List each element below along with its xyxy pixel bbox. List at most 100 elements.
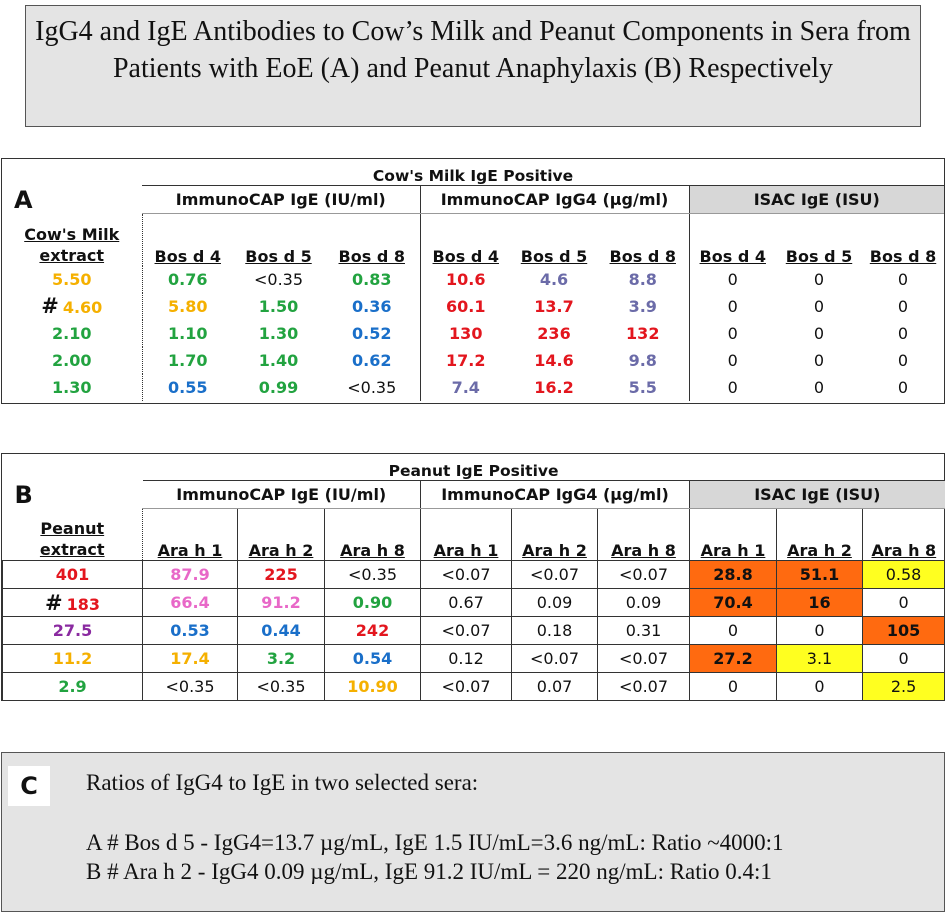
panel-a-cell-value: 8.8 [628,269,657,289]
panel-a-cell-value: 0.52 [352,323,392,343]
panel-a-value-cell: <0.35 [233,266,324,293]
panel-a-cell-value: 0 [813,323,825,343]
panel-b-cell-value: 0 [814,677,825,696]
panel-b-cell-value: 0 [727,621,739,640]
panel-a-value-cell: <0.35 [324,374,420,401]
panel-a-value-cell: 0.55 [141,373,233,401]
panel-a-row: 1.30 0.55 0.99 <0.35 7.4 16.2 5.5 0 0 0 [2,373,944,401]
panel-a-cell-value: 13.7 [534,296,574,316]
panel-a-cell-value: 0 [727,323,738,343]
panel-a-col-header: Bos d 8 [869,246,937,266]
panel-b-value-cell: 0.90 [324,588,421,617]
panel-a-value-cell: 0 [688,346,776,374]
panel-b-cell-value: <0.35 [347,565,398,584]
panel-b-value-cell: 0.58 [861,560,946,589]
panel-b-value-cell: 0.12 [420,644,512,673]
panel-a-cell-value: 0 [897,269,909,289]
panel-a-value-cell: 0 [862,266,944,293]
panel-b-cell-value: 105 [886,621,921,640]
panel-a-cell-value: 9.8 [628,350,657,370]
panel-a-cell-value: 0 [813,377,825,397]
panel-a-value-cell: 132 [597,320,689,347]
panel-b-value-cell: <0.07 [597,644,690,673]
panel-a-cell-value: 0 [897,377,909,397]
panel-b-cell-value: 0.07 [536,677,573,696]
panel-a-cell-value: 60.1 [446,296,486,316]
panel-a-cell-value: 0.99 [258,377,299,397]
panel-b-value-cell: 0.54 [324,644,421,673]
panel-b-cell-value: 16 [808,593,831,612]
panel-a-value-cell: 0 [688,292,776,320]
panel-a-cell-value: 4.60 [62,298,103,317]
panel-a-value-cell: 0 [862,293,944,320]
panel-b-value-cell: <0.07 [511,644,598,673]
panel-b-value-cell: <0.35 [237,672,325,701]
panel-b-col-header: Ara h 1 [420,508,512,561]
panel-b-value-cell: 0 [861,644,946,673]
panel-b-value-cell: 225 [237,560,325,589]
panel-b-cell-value: <0.07 [529,649,580,668]
panel-a-value-cell: 13.7 [511,293,597,320]
panel-a-value-cell: 0 [688,319,776,347]
panel-b-value-cell: <0.07 [420,672,512,701]
panel-a-letter: A [14,185,33,214]
panel-a-value-cell: 0 [776,266,862,293]
panel-a-col-header: Bos d 4 [419,213,511,266]
panel-b-group-isac: ISAC IgE (ISU) [688,480,945,509]
panel-a-cell-value: 10.6 [446,269,486,289]
panel-a-col-header: Bos d 8 [609,246,676,266]
panel-b-cell-value: 11.2 [52,649,93,668]
panel-b-col-header: Ara h 1 [689,508,777,561]
panel-a-cell-value: 1.70 [168,350,208,370]
panel-a-value-cell: 5.80 [141,292,233,320]
panel-b-cell-value: 242 [355,621,390,640]
panel-a-cell-value: 16.2 [534,377,574,397]
panel-b-value-cell: 0 [776,616,863,645]
panel-a-cell-value: 0 [813,350,825,370]
panel-a-value-cell: 0 [688,373,776,401]
panel-a-col-header: Bos d 5 [785,246,853,266]
panel-a-cell-value: 132 [626,323,660,343]
panel-b-cell-value: 0.58 [885,565,922,584]
panel-a-group-ige: ImmunoCAP IgE (IU/ml) [142,185,420,214]
panel-a-cell-value: 236 [537,323,571,343]
panel-b-col-header: Ara h 2 [776,508,863,561]
panel-a-cell-value: 5.80 [168,296,208,316]
panel-c-letter: C [8,766,50,806]
hash-marker: # [44,590,63,615]
panel-b-col-header: Ara h 2 [511,508,598,561]
panel-a-cell-value: 0.36 [352,296,392,316]
panel-b-row: 2.9 <0.35 <0.35 10.90 <0.07 0.07 <0.07 0 0 2.5 [2,672,946,701]
panel-b-value-cell: 2.5 [861,672,946,701]
panel-b-cell-value: <0.07 [618,677,669,696]
panel-a-value-cell: 1.50 [233,293,324,320]
panel-b-value-cell: <0.07 [597,560,690,589]
panel-a-value-cell: 0 [862,347,944,374]
panel-b-value-cell: <0.35 [142,672,238,701]
panel-b-value-cell: 0.44 [237,616,325,645]
panel-b-cell-value: 0.67 [448,593,484,612]
panel-b-extract-cell: 27.5 [2,616,143,645]
hash-marker: # [41,294,59,318]
panel-b-cell-value: 183 [66,594,100,614]
panel-a-cell-value: 0.62 [352,350,392,370]
panel-a-cell-value: 3.9 [628,296,657,316]
panel-b-value-cell: <0.07 [597,672,690,701]
panel-c-line-a: A # Bos d 5 - IgG4=13.7 µg/mL, IgE 1.5 I… [86,830,784,855]
panel-b-table: Peanut IgE Positive B ImmunoCAP IgE (IU/… [1,453,946,701]
panel-b-cell-value: <0.07 [618,565,669,584]
panel-a-cell-value: 0 [813,269,825,289]
panel-a-cell-value: 130 [449,323,483,343]
panel-b-value-cell: 66.4 [142,588,238,617]
panel-b-value-cell: 10.90 [324,672,421,701]
panel-b-extract-header: Peanut extract [39,519,105,559]
panel-a-value-cell: 0 [688,265,776,293]
panel-a-value-cell: 0 [862,320,944,347]
panel-b-cell-value: 0.09 [625,593,662,612]
panel-b-cell-value: 28.8 [713,565,753,584]
panel-b-letter: B [14,480,33,509]
panel-b-value-cell: 91.2 [237,588,325,617]
panel-a-value-cell: 0.36 [324,293,420,320]
panel-b-value-cell: 0.09 [511,588,598,617]
panel-b-value-cell: 70.4 [689,588,777,617]
